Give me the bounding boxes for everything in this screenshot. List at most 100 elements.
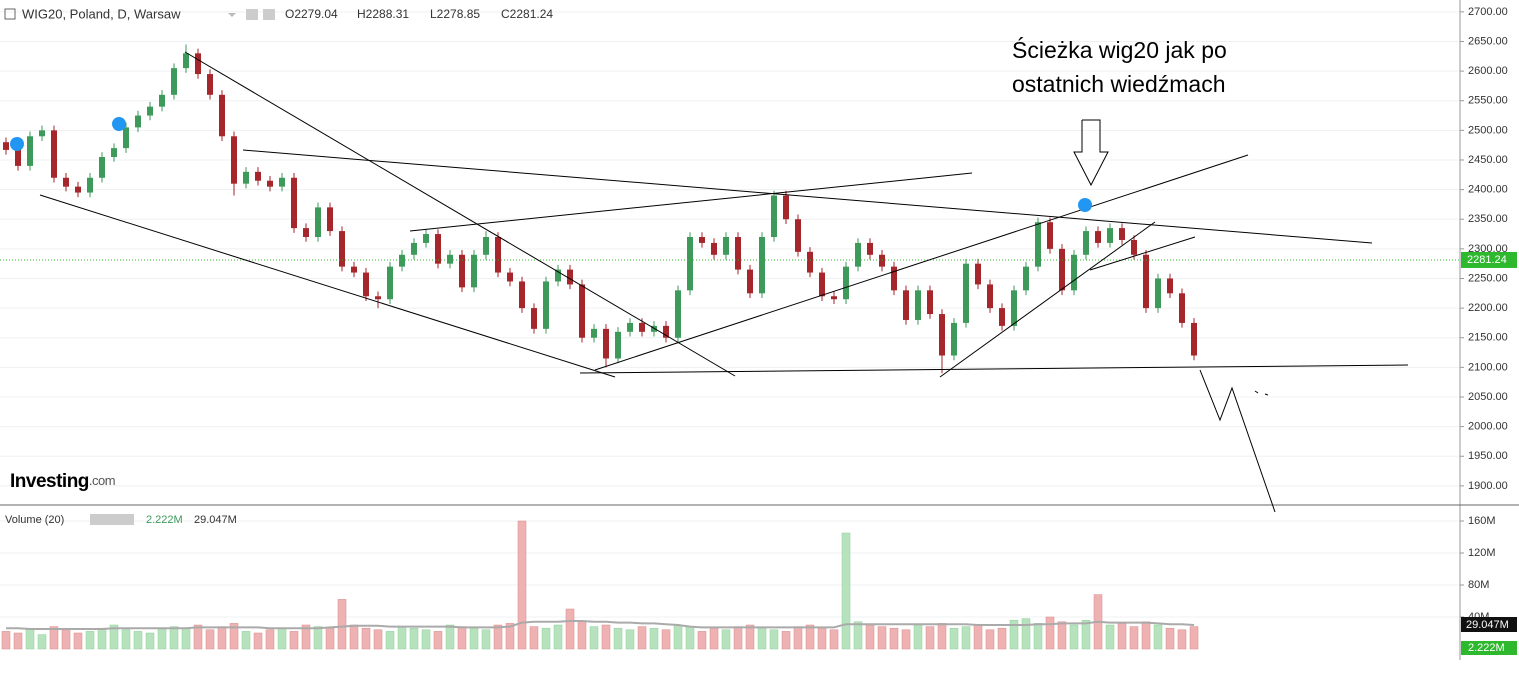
- candle-body: [279, 177, 285, 187]
- settings-icon[interactable]: [263, 9, 275, 20]
- dropdown[interactable]: [228, 13, 236, 17]
- candle-body: [1119, 228, 1125, 240]
- candle-body: [1179, 293, 1185, 323]
- volume-bar: [613, 627, 623, 650]
- y-tick-label: 1900.00: [1468, 480, 1508, 492]
- axis: 2700.00 2650.00 2600.00 2550.00 2500.00 2450.…: [1460, 6, 1517, 655]
- volume-bar: [49, 626, 59, 650]
- candle-body: [183, 53, 189, 69]
- volume-icons[interactable]: [90, 514, 134, 525]
- candle-body: [1107, 228, 1113, 243]
- volume-bar: [1021, 618, 1031, 650]
- volume-bar: [553, 624, 563, 650]
- volume-ma-box: [1461, 617, 1517, 632]
- volume-bar: [817, 627, 827, 650]
- volume-bar: [193, 624, 203, 650]
- volume-bar: [169, 626, 179, 650]
- candle-body: [987, 284, 993, 309]
- candle-body: [519, 281, 525, 309]
- candle-body: [627, 322, 633, 332]
- logo-suffix: .com: [89, 473, 115, 488]
- volume-bar: [685, 626, 695, 650]
- volume-bar: [265, 629, 275, 650]
- volume-bar: [877, 626, 887, 650]
- last-price-box: [1461, 251, 1517, 268]
- candle-body: [783, 195, 789, 220]
- event-icon: [112, 117, 126, 131]
- volume-bar: [889, 627, 899, 650]
- volume-bar: [217, 626, 227, 650]
- volume-bar: [1009, 619, 1019, 650]
- event-icon: [1078, 198, 1092, 212]
- candle-body: [687, 237, 693, 291]
- candle-body: [579, 284, 585, 338]
- volume-bar: [493, 624, 503, 650]
- volume-box: [1461, 641, 1517, 655]
- candle-body: [243, 171, 249, 184]
- volume-bar: [409, 627, 419, 650]
- candle-body: [207, 74, 213, 95]
- y-tick-label: 2200.00: [1468, 302, 1508, 314]
- candle-body: [411, 242, 417, 255]
- volume-bar: [469, 627, 479, 650]
- volume-bar: [121, 629, 131, 650]
- candle-body: [1059, 248, 1065, 291]
- volume-bar: [1117, 623, 1127, 650]
- candle-body: [363, 272, 369, 297]
- tick-sketch: [1264, 393, 1269, 396]
- volume-bar: [433, 631, 443, 650]
- volume-bar: [145, 632, 155, 650]
- volume-bar: [529, 626, 539, 650]
- volume-bar: [1, 631, 11, 650]
- volume-bar: [109, 624, 119, 650]
- y-tick-label: 2300.00: [1468, 243, 1508, 255]
- candle-body: [75, 186, 81, 193]
- candle-body: [603, 328, 609, 359]
- volume-bar: [1069, 624, 1079, 650]
- y-tick-label: 2250.00: [1468, 272, 1508, 284]
- candle-body: [891, 266, 897, 291]
- candle-body: [759, 237, 765, 294]
- volume-bar: [745, 624, 755, 650]
- volume-ma-value: 29.047M: [194, 514, 237, 526]
- y-tick-label: 120M: [1468, 547, 1496, 559]
- candle-body: [447, 254, 453, 264]
- volume-bar: [325, 627, 335, 650]
- arrow: [1073, 119, 1109, 187]
- volume-bar: [841, 532, 851, 650]
- y-tick-label: 2650.00: [1468, 35, 1508, 47]
- volume-bar: [589, 626, 599, 650]
- volume-bar: [157, 628, 167, 650]
- y-tick-label: 2700.00: [1468, 6, 1508, 18]
- candle-body: [543, 281, 549, 329]
- ohlc-high: H2288.31: [357, 7, 409, 21]
- candle-body: [147, 106, 153, 116]
- volume-bar: [1045, 616, 1055, 650]
- volume-bar: [397, 626, 407, 650]
- settings-icon[interactable]: [246, 9, 258, 20]
- y-tick-label: 160M: [1468, 515, 1496, 527]
- volume-bar: [637, 626, 647, 650]
- volume-bar: [1177, 629, 1187, 650]
- y-tick-label: 2400.00: [1468, 184, 1508, 196]
- volume-bar: [853, 621, 863, 650]
- volume-bar: [1057, 621, 1067, 650]
- candle-body: [1071, 254, 1077, 291]
- candle-body: [735, 237, 741, 270]
- grid: [0, 11, 1460, 618]
- volume-bar: [829, 629, 839, 650]
- candle-body: [567, 269, 573, 285]
- volume-bar: [805, 624, 815, 650]
- volume-bar: [661, 629, 671, 650]
- collapse-icon[interactable]: [4, 8, 16, 20]
- candle-body: [291, 177, 297, 229]
- volume-bar: [769, 629, 779, 650]
- volume-bar: [565, 608, 575, 650]
- volume-bar: [733, 626, 743, 650]
- volume-name: Volume (20): [5, 514, 64, 526]
- candle-body: [939, 314, 945, 356]
- volume-bar: [97, 627, 107, 650]
- y-tick-label: 2100.00: [1468, 361, 1508, 373]
- trend-line: [184, 51, 736, 377]
